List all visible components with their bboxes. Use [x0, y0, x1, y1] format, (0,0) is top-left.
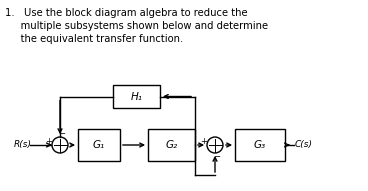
Bar — [235, 129, 285, 161]
Circle shape — [207, 137, 223, 153]
Text: H₁: H₁ — [131, 91, 142, 101]
Text: G₂: G₂ — [166, 140, 178, 150]
Text: G₁: G₁ — [93, 140, 105, 150]
Text: +: + — [201, 137, 208, 146]
Text: the equivalent transfer function.: the equivalent transfer function. — [5, 34, 183, 44]
Text: −: − — [59, 129, 66, 138]
Text: +: + — [46, 137, 52, 146]
Text: C(s): C(s) — [295, 141, 313, 150]
Text: 1.   Use the block diagram algebra to reduce the: 1. Use the block diagram algebra to redu… — [5, 8, 248, 18]
Bar — [148, 129, 195, 161]
Text: R(s): R(s) — [14, 141, 32, 150]
Bar — [78, 129, 120, 161]
Text: −: − — [213, 152, 220, 162]
Circle shape — [52, 137, 68, 153]
Text: multiple subsystems shown below and determine: multiple subsystems shown below and dete… — [5, 21, 268, 31]
Text: G₃: G₃ — [254, 140, 266, 150]
Bar — [113, 85, 160, 108]
